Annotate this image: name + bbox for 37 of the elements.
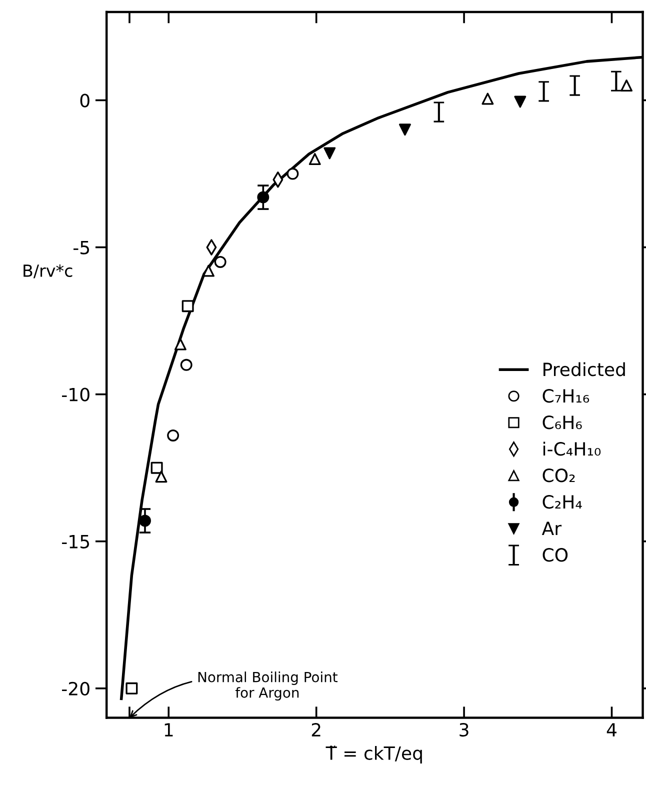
point xyxy=(139,514,151,527)
point xyxy=(167,430,180,442)
legend-label: C₆H₆ xyxy=(542,416,582,430)
point xyxy=(180,358,192,371)
y-tick-label: -10 xyxy=(62,388,90,402)
legend-label: Predicted xyxy=(544,362,625,376)
x-tick-label: 3 xyxy=(460,722,468,737)
point xyxy=(514,96,526,108)
y-tick-label: -20 xyxy=(62,682,90,696)
legend-label: CO xyxy=(542,548,568,562)
x-tick-label: 2 xyxy=(312,722,320,736)
x-axis-title: T̃ = ckT/eq xyxy=(326,746,422,764)
point xyxy=(286,168,299,180)
y-tick-label: -15 xyxy=(62,535,90,548)
point xyxy=(257,191,270,204)
point xyxy=(398,124,411,136)
point xyxy=(126,682,138,694)
legend-label: CO₂ xyxy=(542,468,575,482)
y-tick-label: -5 xyxy=(74,240,90,254)
y-tick-label: 0 xyxy=(80,94,90,108)
x-tick-label: 4 xyxy=(606,723,616,736)
point xyxy=(174,338,186,350)
point xyxy=(620,80,633,92)
point xyxy=(324,147,336,160)
legend-label: Ar xyxy=(542,522,562,535)
point xyxy=(155,470,168,483)
legend-label: i-C₄H₁₀ xyxy=(543,442,601,456)
point xyxy=(308,153,321,166)
y-axis-title: B/rv*c xyxy=(24,264,72,278)
point xyxy=(214,256,226,268)
legend-label: C₂H₄ xyxy=(542,495,582,509)
point xyxy=(150,462,163,474)
annotation: Normal Boiling Point for Argon xyxy=(198,672,338,701)
legend-label: C₇H₁₆ xyxy=(542,389,590,403)
point xyxy=(182,300,194,312)
x-tick-label: 1 xyxy=(164,723,173,736)
point xyxy=(482,92,494,105)
